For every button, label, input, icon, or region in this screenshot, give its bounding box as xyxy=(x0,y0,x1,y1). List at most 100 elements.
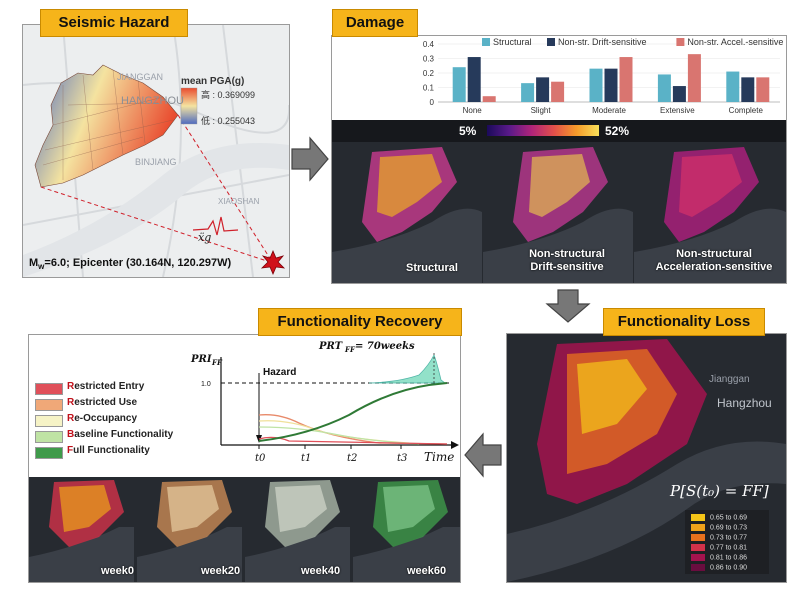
curve-baseline xyxy=(258,426,420,445)
recovery-legend-swatch xyxy=(35,415,63,427)
arrow-down-icon xyxy=(545,289,591,323)
damage-bar-chart: 0 0.1 0.2 0.3 0.4 None Slight Moderate Extensive… xyxy=(423,37,784,115)
bar-none-0 xyxy=(452,67,466,102)
loss-map-image xyxy=(507,339,786,582)
damage-colorbar-max: 52% xyxy=(605,124,630,138)
x-tick-label: Extensive xyxy=(660,106,695,115)
legend-label: Non-str. Drift-sensitive xyxy=(558,37,647,47)
x-tick-label: None xyxy=(463,106,483,115)
recovery-legend-rest: ull Functionality xyxy=(73,445,150,456)
hazard-label: Hazard xyxy=(263,367,296,378)
recovery-legend-label: Restricted Use xyxy=(67,397,137,408)
loss-legend-label: 0.81 to 0.86 xyxy=(710,554,747,562)
recovery-legend-label: Re-Occupancy xyxy=(67,413,137,424)
loss-legend-row: 0.69 to 0.73 xyxy=(691,524,747,533)
recovery-legend-label: Baseline Functionality xyxy=(67,429,173,440)
y-axis-label: PRI xyxy=(190,354,212,365)
loss-city-hangzhou: Hangzhou xyxy=(717,396,772,410)
bar-slight-1 xyxy=(536,77,550,102)
legend-label: Non-str. Accel.-sensitive xyxy=(687,37,783,47)
magnitude-base: M xyxy=(29,257,39,269)
prt-label: PRT xyxy=(318,341,344,352)
damage-label-acceleration: Non-structural Acceleration-sensitive xyxy=(655,248,773,273)
functionality-recovery-title: Functionality Recovery xyxy=(258,308,462,336)
recovery-legend-rest: e-Occupancy xyxy=(74,413,138,424)
time-tick-label: t1 xyxy=(301,453,311,464)
pga-colorbar xyxy=(180,87,198,125)
week-label-60: week60 xyxy=(407,565,447,577)
y-tick-label: 0 xyxy=(430,98,435,107)
recovery-maps: week0 week20 week40 week60 xyxy=(29,477,460,582)
time-tick-label: t0 xyxy=(255,453,266,464)
magnitude-sub: w xyxy=(38,262,45,272)
recovery-legend-swatch xyxy=(35,447,63,459)
recovery-legend-initial: R xyxy=(67,381,75,392)
loss-legend-row: 0.73 to 0.77 xyxy=(691,534,747,543)
y-tick-1: 1.0 xyxy=(201,381,211,388)
curve-restricted-use xyxy=(258,414,448,445)
epicenter-star xyxy=(260,249,286,276)
pga-legend-title: mean PGA(g) xyxy=(181,76,245,87)
y-axis-sub: FF xyxy=(211,358,223,367)
bar-moderate-2 xyxy=(619,57,633,102)
week-label-20: week20 xyxy=(201,565,241,577)
pga-region xyxy=(34,64,179,188)
loss-legend-swatch xyxy=(691,564,705,571)
damage-maps: Structural Non-structural Drift-sensitiv… xyxy=(332,142,786,283)
recovery-legend-rest: aseline Functionality xyxy=(74,429,174,440)
x-tick-label: Slight xyxy=(531,106,552,115)
damage-colorbar-strip: 5% 52% xyxy=(332,120,786,142)
legend-swatch xyxy=(482,38,490,46)
recovery-legend-swatch xyxy=(35,431,63,443)
bar-slight-0 xyxy=(521,83,535,102)
pga-legend-high: 高 : 0.369099 xyxy=(201,90,256,100)
x-axis-arrow xyxy=(451,441,459,449)
loss-legend-swatch xyxy=(691,524,705,531)
recovery-legend-initial: R xyxy=(67,397,75,408)
bar-complete-1 xyxy=(741,77,755,102)
damage-colorbar-min: 5% xyxy=(459,124,477,138)
city-label-hangzhou: HANGZHOU xyxy=(121,95,184,107)
time-tick-label: t3 xyxy=(397,453,407,464)
prt-value: = 70weeks xyxy=(355,341,415,352)
recovery-map-images xyxy=(29,480,460,582)
damage-panel: 0 0.1 0.2 0.3 0.4 None Slight Moderate Extensive… xyxy=(331,35,787,284)
earthquake-info: Mw=6.0; Epicenter (30.164N, 120.297W) xyxy=(29,257,231,271)
recovery-legend-rest: estricted Use xyxy=(74,397,138,408)
loss-legend: 0.65 to 0.69 0.69 to 0.73 0.73 to 0.77 0.77… xyxy=(685,510,769,574)
loss-legend-label: 0.65 to 0.69 xyxy=(710,514,747,522)
bar-extensive-1 xyxy=(672,86,686,102)
loss-legend-row: 0.81 to 0.86 xyxy=(691,554,747,563)
loss-legend-swatch xyxy=(691,514,705,521)
x-tick-label: Complete xyxy=(729,106,764,115)
x-tick-label: Moderate xyxy=(592,106,626,115)
damage-label-drift: Non-structural Drift-sensitive xyxy=(529,248,605,273)
legend-label: Structural xyxy=(493,37,532,47)
y-tick-label: 0.1 xyxy=(423,84,435,93)
recovery-legend: Restricted Entry Restricted Use Re-Occupan… xyxy=(35,381,195,461)
recovery-legend-label: Restricted Entry xyxy=(67,381,144,392)
week-label-0: week0 xyxy=(101,565,135,577)
pga-legend-low: 低 : 0.255043 xyxy=(201,116,256,126)
damage-title: Damage xyxy=(332,9,418,37)
loss-legend-swatch xyxy=(691,534,705,541)
loss-legend-swatch xyxy=(691,554,705,561)
recovery-legend-label: Full Functionality xyxy=(67,445,150,456)
curve-re-occupancy xyxy=(258,420,410,444)
loss-city-jianggan: Jianggan xyxy=(709,374,750,385)
loss-formula: P[S(t₀) = FF] xyxy=(670,482,769,500)
loss-legend-label: 0.73 to 0.77 xyxy=(710,534,747,542)
prt-distribution xyxy=(368,354,447,384)
damage-colorbar xyxy=(487,125,599,136)
recovery-legend-initial: B xyxy=(67,429,75,440)
recovery-legend-rest: estricted Entry xyxy=(74,381,145,392)
y-tick-label: 0.3 xyxy=(423,55,435,64)
recovery-legend-swatch xyxy=(35,399,63,411)
bar-complete-2 xyxy=(756,77,770,102)
bar-complete-0 xyxy=(726,71,740,102)
functionality-loss-panel: Jianggan Hangzhou P[S(t₀) = FF] 0.65 to … xyxy=(506,333,787,583)
loss-legend-row: 0.65 to 0.69 xyxy=(691,514,747,523)
magnitude-value: =6.0; xyxy=(44,257,73,269)
legend-swatch xyxy=(547,38,555,46)
arrow-right-icon xyxy=(291,136,329,182)
